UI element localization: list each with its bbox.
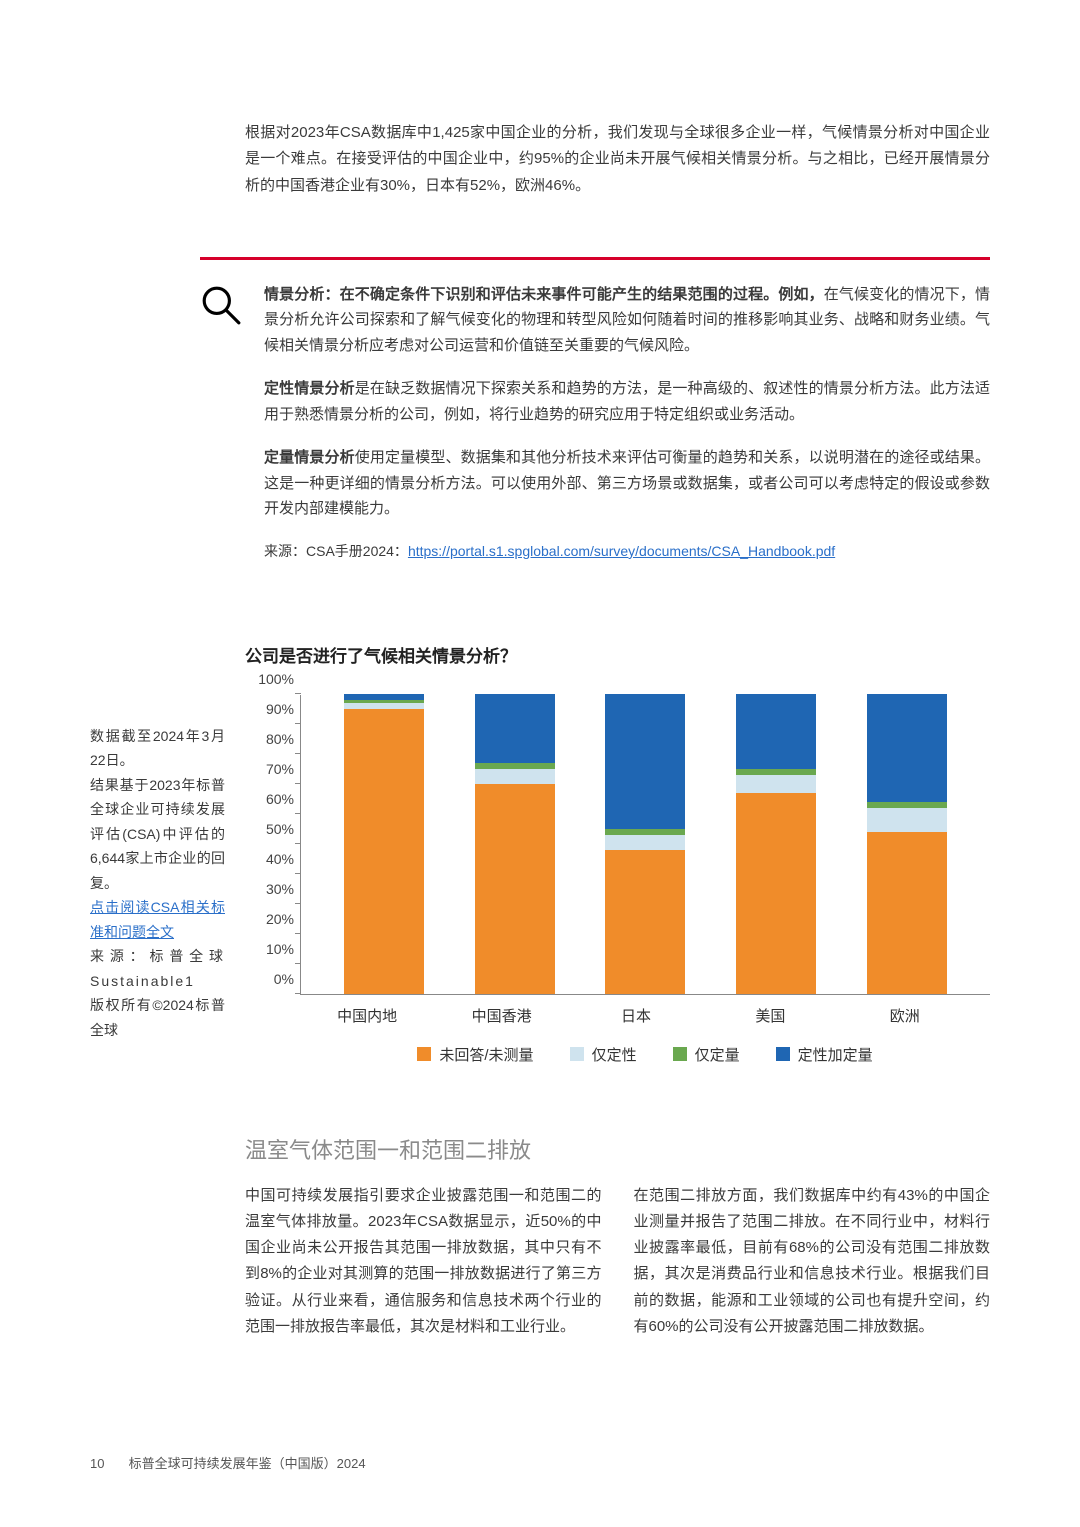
y-tick-label: 0% — [274, 971, 294, 987]
bar-segment — [736, 775, 816, 793]
x-axis-label: 美国 — [730, 1005, 810, 1026]
footer-title: 标普全球可持续发展年鉴（中国版）2024 — [129, 1456, 366, 1471]
y-tick-label: 40% — [266, 851, 294, 867]
chart-x-labels: 中国内地 中国香港 日本 美国 欧洲 — [245, 995, 990, 1026]
chart-y-axis: 0%10%20%30%40%50%60%70%80%90%100% — [245, 695, 300, 995]
x-axis-label: 欧洲 — [865, 1005, 945, 1026]
legend-swatch — [673, 1047, 687, 1061]
legend-label: 未回答/未测量 — [439, 1044, 533, 1065]
legend-item: 未回答/未测量 — [417, 1044, 533, 1065]
magnifier-icon — [200, 282, 242, 582]
y-tick-label: 80% — [266, 731, 294, 747]
bar-segment — [605, 850, 685, 994]
y-tick-label: 50% — [266, 821, 294, 837]
bar-segment — [605, 694, 685, 829]
callout-p3: 定量情景分析使用定量模型、数据集和其他分析技术来评估可衡量的趋势和关系，以说明潜… — [264, 445, 990, 522]
chart-legend: 未回答/未测量 仅定性 仅定量 定性加定量 — [245, 1044, 990, 1065]
bar-segment — [736, 694, 816, 769]
bar-segment — [475, 769, 555, 784]
bar-segment — [475, 694, 555, 763]
legend-swatch — [776, 1047, 790, 1061]
bar-segment — [867, 694, 947, 802]
bar-segment — [475, 784, 555, 994]
y-tick-label: 70% — [266, 761, 294, 777]
bar-segment — [867, 808, 947, 832]
section2-col2: 在范围二排放方面，我们数据库中约有43%的中国企业测量并报告了范围二排放。在不同… — [634, 1183, 991, 1341]
y-tick-label: 60% — [266, 791, 294, 807]
callout-p1: 情景分析：在不确定条件下识别和评估未来事件可能产生的结果范围的过程。例如，在气候… — [264, 282, 990, 359]
callout-box: 情景分析：在不确定条件下识别和评估未来事件可能产生的结果范围的过程。例如，在气候… — [200, 257, 990, 582]
page-number: 10 — [90, 1456, 125, 1471]
legend-label: 仅定性 — [592, 1044, 637, 1065]
legend-swatch — [570, 1047, 584, 1061]
legend-item: 仅定性 — [570, 1044, 637, 1065]
callout-source-link[interactable]: https://portal.s1.spglobal.com/survey/do… — [408, 543, 835, 559]
page-footer: 10 标普全球可持续发展年鉴（中国版）2024 — [90, 1453, 366, 1472]
bar-column — [344, 694, 424, 994]
x-axis-label: 中国香港 — [462, 1005, 542, 1026]
section2-heading: 温室气体范围一和范围二排放 — [245, 1133, 990, 1165]
bar-segment — [736, 793, 816, 994]
bar-column — [475, 694, 555, 994]
section2-col1: 中国可持续发展指引要求企业披露范围一和范围二的温室气体排放量。2023年CSA数… — [245, 1183, 602, 1341]
y-tick-label: 90% — [266, 701, 294, 717]
legend-item: 定性加定量 — [776, 1044, 873, 1065]
legend-swatch — [417, 1047, 431, 1061]
callout-source: 来源：CSA手册2024：https://portal.s1.spglobal.… — [264, 540, 990, 564]
scenario-analysis-chart: 公司是否进行了气候相关情景分析？ 0% 10% 20% 30% 40% 50% 60% 70%… — [245, 642, 990, 1065]
callout-p2: 定性情景分析是在缺乏数据情况下探索关系和趋势的方法，是一种高级的、叙述性的情景分… — [264, 376, 990, 427]
csa-standards-link[interactable]: 点击阅读CSA相关标准和问题全文 — [90, 899, 225, 940]
y-tick-label: 20% — [266, 911, 294, 927]
x-axis-label: 中国内地 — [327, 1005, 407, 1026]
legend-item: 仅定量 — [673, 1044, 740, 1065]
bar-column — [867, 694, 947, 994]
legend-label: 定性加定量 — [798, 1044, 873, 1065]
chart-title: 公司是否进行了气候相关情景分析？ — [245, 642, 990, 667]
bar-segment — [344, 709, 424, 994]
y-tick-label: 30% — [266, 881, 294, 897]
bar-column — [605, 694, 685, 994]
intro-paragraph: 根据对2023年CSA数据库中1,425家中国企业的分析，我们发现与全球很多企业… — [245, 120, 990, 199]
legend-label: 仅定量 — [695, 1044, 740, 1065]
bar-segment — [605, 835, 685, 850]
chart-plot-area — [300, 695, 990, 995]
y-tick-label: 100% — [258, 671, 294, 687]
bar-column — [736, 694, 816, 994]
y-tick-label: 10% — [266, 941, 294, 957]
x-axis-label: 日本 — [596, 1005, 676, 1026]
bar-segment — [867, 832, 947, 994]
chart-side-notes: 数据截至2024年3月22日。 结果基于2023年标普全球企业可持续发展评估(C… — [90, 642, 225, 1065]
